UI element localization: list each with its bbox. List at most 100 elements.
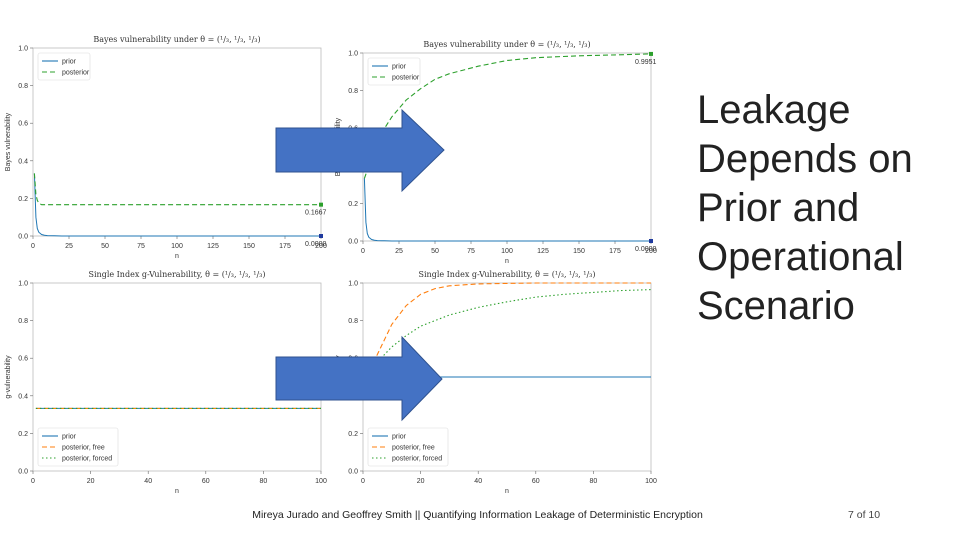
x-tick-label: 60 [202, 478, 210, 485]
legend-entry: prior [392, 64, 407, 71]
y-tick-label: 0.8 [348, 88, 358, 95]
x-tick-label: 0 [31, 478, 35, 485]
y-tick-label: 1.0 [348, 51, 358, 58]
legend-entry: posterior [392, 75, 420, 82]
chart-bayes-prior-posterior-left: Bayes vulnerability under θ = (¹/₃, ¹/₃,… [0, 30, 330, 265]
x-axis-label: n [505, 488, 509, 495]
chart-svg: Bayes vulnerability under θ = (¹/₃, ¹/₃,… [5, 35, 327, 260]
x-tick-label: 50 [101, 243, 109, 250]
legend-entry: prior [62, 434, 77, 441]
y-tick-label: 1.0 [18, 46, 28, 53]
y-tick-label: 0.4 [18, 393, 28, 400]
legend-box [37, 427, 119, 467]
x-tick-label: 25 [65, 243, 73, 250]
x-axis-label: n [175, 488, 179, 495]
x-tick-label: 100 [645, 478, 657, 485]
x-tick-label: 50 [431, 248, 439, 255]
chart-title: Bayes vulnerability under θ = (¹/₃, ¹/₃,… [423, 40, 590, 49]
x-tick-label: 100 [501, 248, 513, 255]
chart-svg: Single Index g-Vulnerability, θ = (¹/₃, … [335, 270, 657, 495]
annotation-label: 0.1667 [305, 210, 327, 217]
heading-line: Depends on [697, 137, 913, 181]
x-tick-label: 175 [609, 248, 621, 255]
x-tick-label: 20 [417, 478, 425, 485]
arrow-right-icon-top [275, 108, 445, 193]
annotation-marker [319, 202, 323, 207]
slide-footer: Mireya Jurado and Geoffrey Smith || Quan… [252, 509, 703, 521]
chart-g-vulnerability-right: Single Index g-Vulnerability, θ = (¹/₃, … [330, 265, 660, 500]
x-tick-label: 100 [171, 243, 183, 250]
annotation-marker [319, 234, 323, 238]
legend-entry: posterior, forced [392, 456, 442, 463]
x-tick-label: 150 [573, 248, 585, 255]
x-tick-label: 150 [243, 243, 255, 250]
chart-svg: Bayes vulnerability under θ = (¹/₃, ¹/₃,… [335, 40, 657, 265]
series-line-2 [365, 289, 652, 378]
heading-line: Scenario [697, 284, 855, 328]
annotation-marker [649, 51, 653, 56]
heading-line: Prior and [697, 186, 860, 230]
x-tick-label: 125 [207, 243, 219, 250]
x-tick-label: 40 [144, 478, 152, 485]
chart-bayes-prior-posterior-right: Bayes vulnerability under θ = (¹/₃, ¹/₃,… [330, 35, 660, 270]
y-tick-label: 0.0 [18, 234, 28, 241]
y-tick-label: 1.0 [18, 281, 28, 288]
chart-svg: Single Index g-Vulnerability, θ = (¹/₃, … [5, 270, 327, 495]
y-tick-label: 0.6 [18, 356, 28, 363]
heading-line: Leakage [697, 88, 851, 132]
legend-box [37, 52, 91, 81]
y-axis-label: g-vulnerability [5, 355, 12, 399]
chart-title: Bayes vulnerability under θ = (¹/₃, ¹/₃,… [93, 35, 260, 44]
x-tick-label: 80 [590, 478, 598, 485]
x-tick-label: 200 [645, 248, 657, 255]
legend-entry: prior [62, 59, 77, 66]
annotation-marker [649, 239, 653, 243]
x-tick-label: 75 [467, 248, 475, 255]
legend-entry: prior [392, 434, 407, 441]
page-number: 7 of 10 [848, 509, 881, 521]
series-line-1 [365, 282, 651, 378]
x-axis-label: n [175, 253, 179, 260]
y-tick-label: 0.2 [18, 431, 28, 438]
x-tick-label: 100 [315, 478, 327, 485]
y-tick-label: 0.4 [18, 158, 28, 165]
annotation-label: 0.9951 [635, 59, 657, 66]
chart-title: Single Index g-Vulnerability, θ = (¹/₃, … [89, 270, 266, 279]
x-tick-label: 75 [137, 243, 145, 250]
slide-heading: Leakage Depends on Prior and Operational… [697, 86, 955, 331]
y-axis-label: Bayes vulnerability [5, 112, 12, 171]
y-tick-label: 0.6 [18, 121, 28, 128]
legend-entry: posterior, free [62, 445, 105, 452]
legend-entry: posterior, free [392, 445, 435, 452]
y-tick-label: 0.2 [18, 196, 28, 203]
y-tick-label: 0.2 [348, 431, 358, 438]
x-tick-label: 0 [31, 243, 35, 250]
x-tick-label: 25 [395, 248, 403, 255]
x-tick-label: 40 [474, 478, 482, 485]
chart-g-vulnerability-left: Single Index g-Vulnerability, θ = (¹/₃, … [0, 265, 330, 500]
heading-line: Operational [697, 235, 904, 279]
legend-entry: posterior, forced [62, 456, 112, 463]
arrow-right-icon-bottom [275, 335, 443, 422]
y-tick-label: 0.8 [18, 83, 28, 90]
y-tick-label: 0.2 [348, 201, 358, 208]
x-tick-label: 80 [260, 478, 268, 485]
annotation-label: 0.0000 [635, 246, 657, 253]
x-axis-label: n [505, 258, 509, 265]
x-tick-label: 60 [532, 478, 540, 485]
series-line-1 [33, 173, 321, 206]
chart-title: Single Index g-Vulnerability, θ = (¹/₃, … [419, 270, 596, 279]
legend-entry: posterior [62, 70, 90, 77]
y-tick-label: 0.0 [348, 239, 358, 246]
series-line-0 [363, 178, 651, 242]
legend-box [367, 57, 421, 86]
x-tick-label: 0 [361, 478, 365, 485]
x-tick-label: 20 [87, 478, 95, 485]
legend-box [367, 427, 449, 467]
y-tick-label: 1.0 [348, 281, 358, 288]
y-tick-label: 0.8 [348, 318, 358, 325]
x-tick-label: 175 [279, 243, 291, 250]
x-tick-label: 0 [361, 248, 365, 255]
y-tick-label: 0.8 [18, 318, 28, 325]
